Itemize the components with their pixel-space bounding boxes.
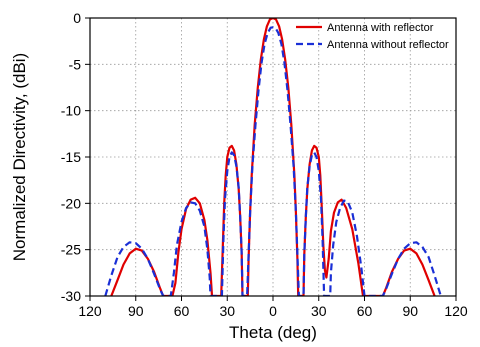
y-tick-label: -10 <box>61 103 81 119</box>
x-tick-label: 0 <box>269 303 277 319</box>
x-tick-label: 120 <box>78 303 102 319</box>
x-tick-label: 90 <box>402 303 418 319</box>
y-tick-label: -20 <box>61 195 81 211</box>
x-tick-label: 30 <box>219 303 235 319</box>
y-axis-title: Normalized Directivity, (dBi) <box>10 53 29 261</box>
legend-label: Antenna with reflector <box>327 22 434 34</box>
x-tick-label: 60 <box>174 303 190 319</box>
y-tick-label: 0 <box>73 10 81 26</box>
x-axis-ticks: 120 90 60 30 0 30 60 90 120 <box>78 296 468 319</box>
y-tick-label: -30 <box>61 288 81 304</box>
grid-lines <box>90 18 456 296</box>
x-tick-label: 90 <box>128 303 144 319</box>
x-tick-label: 60 <box>357 303 373 319</box>
legend: Antenna with reflector Antenna without re… <box>296 22 449 51</box>
x-axis-title: Theta (deg) <box>229 323 317 342</box>
series-line-without-reflector <box>104 26 442 296</box>
y-tick-label: -15 <box>61 149 81 165</box>
x-tick-label: 120 <box>444 303 468 319</box>
y-tick-label: -5 <box>69 56 82 72</box>
series-line-with-reflector <box>110 18 436 296</box>
y-tick-label: -25 <box>61 242 81 258</box>
y-axis-ticks: 0 -5 -10 -15 -20 -25 -30 <box>61 10 90 304</box>
series-group <box>104 18 442 296</box>
x-tick-label: 30 <box>311 303 327 319</box>
legend-label: Antenna without reflector <box>327 39 449 51</box>
